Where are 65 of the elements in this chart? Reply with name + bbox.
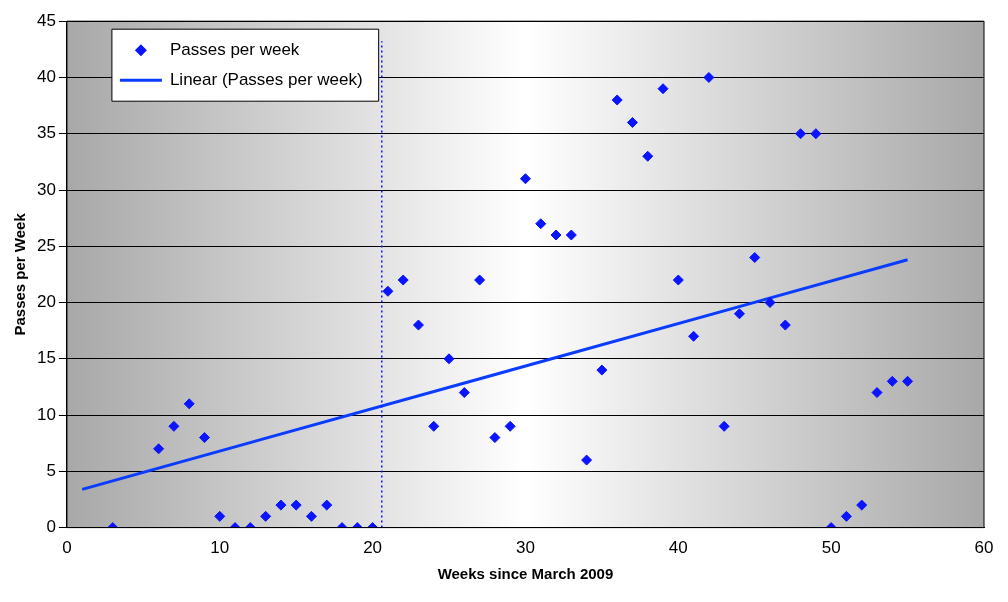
point [474,274,486,286]
point [519,173,531,185]
point [733,308,745,320]
x-tick-label: 10 [210,538,230,558]
point [871,387,883,399]
point [153,443,165,455]
point [428,420,440,432]
point [596,364,608,376]
point [504,420,516,432]
point [535,218,547,230]
point [718,420,730,432]
point [321,499,333,511]
y-tick-label: 45 [36,10,56,30]
y-axis-title: Passes per Week [11,212,29,336]
point [764,297,776,309]
x-tick-label: 0 [62,538,72,558]
point [779,319,791,331]
x-tick-label: 20 [363,538,383,558]
point [902,375,914,387]
y-tick-label: 20 [36,292,56,312]
point [275,499,287,511]
y-tick-label: 15 [36,348,56,368]
point [290,499,302,511]
point [443,353,455,365]
point [749,252,761,264]
x-tick-label: 60 [974,538,994,558]
point [642,150,654,162]
point [657,83,669,95]
point [260,510,272,522]
point [626,116,638,128]
point [688,330,700,342]
y-tick-label: 25 [36,235,56,255]
point [489,432,501,444]
point [810,128,822,140]
point [550,229,562,241]
x-tick-label: 50 [821,538,841,558]
point [168,420,180,432]
y-tick-label: 5 [46,461,56,481]
x-tick-label: 30 [515,538,535,558]
x-tick-label: 40 [668,538,688,558]
point [840,510,852,522]
point [198,432,210,444]
point [183,398,195,410]
point [886,375,898,387]
legend-label: Passes per week [169,39,300,59]
point [412,319,424,331]
point [856,499,868,511]
x-axis-title: Weeks since March 2009 [437,565,614,583]
y-tick-label: 0 [46,517,56,537]
point [795,128,807,140]
point [581,454,593,466]
y-tick-label: 40 [36,67,56,87]
point [703,71,715,83]
y-tick-label: 35 [36,123,56,143]
point [458,387,470,399]
point [565,229,577,241]
y-tick-label: 10 [36,404,56,424]
point [214,510,226,522]
point [397,274,409,286]
point [305,510,317,522]
y-tick-label: 30 [36,179,56,199]
legend-label: Linear (Passes per week) [169,69,363,89]
point [611,94,623,106]
point [382,285,394,297]
point [672,274,684,286]
